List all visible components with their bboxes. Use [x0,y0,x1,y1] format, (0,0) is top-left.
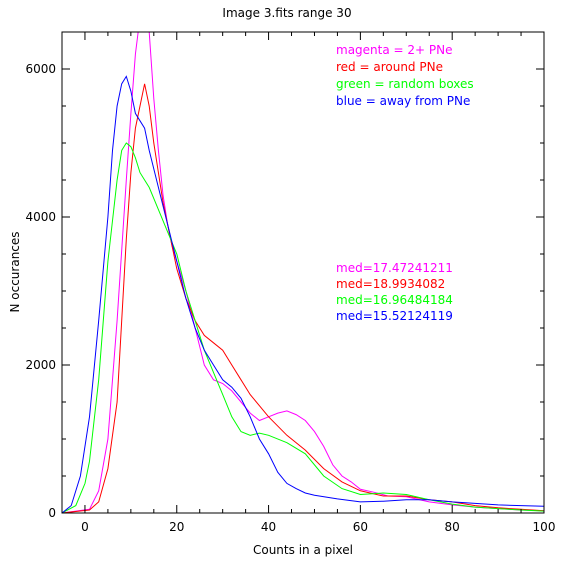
x-tick-label: 20 [169,520,184,534]
x-axis-label: Counts in a pixel [253,543,353,557]
x-tick-label: 0 [81,520,89,534]
y-tick-label: 0 [48,506,56,520]
axes-layer: 0 20 40 60 80 100 0 2000 4000 6000 [25,31,556,534]
median-annotation: med=16.96484184 [336,293,453,307]
y-tick-label: 4000 [25,210,56,224]
x-tick-label: 60 [353,520,368,534]
x-tick-label: 100 [533,520,556,534]
series-line-2 [62,83,544,513]
legend-entry: red = around PNe [336,60,443,74]
median-annotation: med=17.47241211 [336,261,453,275]
legend-entry: green = random boxes [336,77,474,91]
x-tick-label: 80 [445,520,460,534]
series-layer [62,32,544,513]
legend-entry: blue = away from PNe [336,94,470,108]
legend: magenta = 2+ PNe red = around PNe green = … [336,43,474,108]
series-line-4 [62,75,544,513]
legend-entry: magenta = 2+ PNe [336,43,453,57]
plot-frame [61,31,545,514]
y-tick-label: 6000 [25,62,56,76]
chart-title: Image 3.fits range 30 [222,6,351,20]
y-tick-label: 2000 [25,358,56,372]
x-tick-label: 40 [261,520,276,534]
series-line-3 [62,142,544,513]
median-annotation: med=18.9934082 [336,277,445,291]
median-annotations: med=17.47241211 med=18.9934082 med=16.9648… [336,261,453,323]
series-line-1 [62,32,544,513]
y-axis-label: N occurances [8,231,22,312]
median-annotation: med=15.52124119 [336,309,453,323]
